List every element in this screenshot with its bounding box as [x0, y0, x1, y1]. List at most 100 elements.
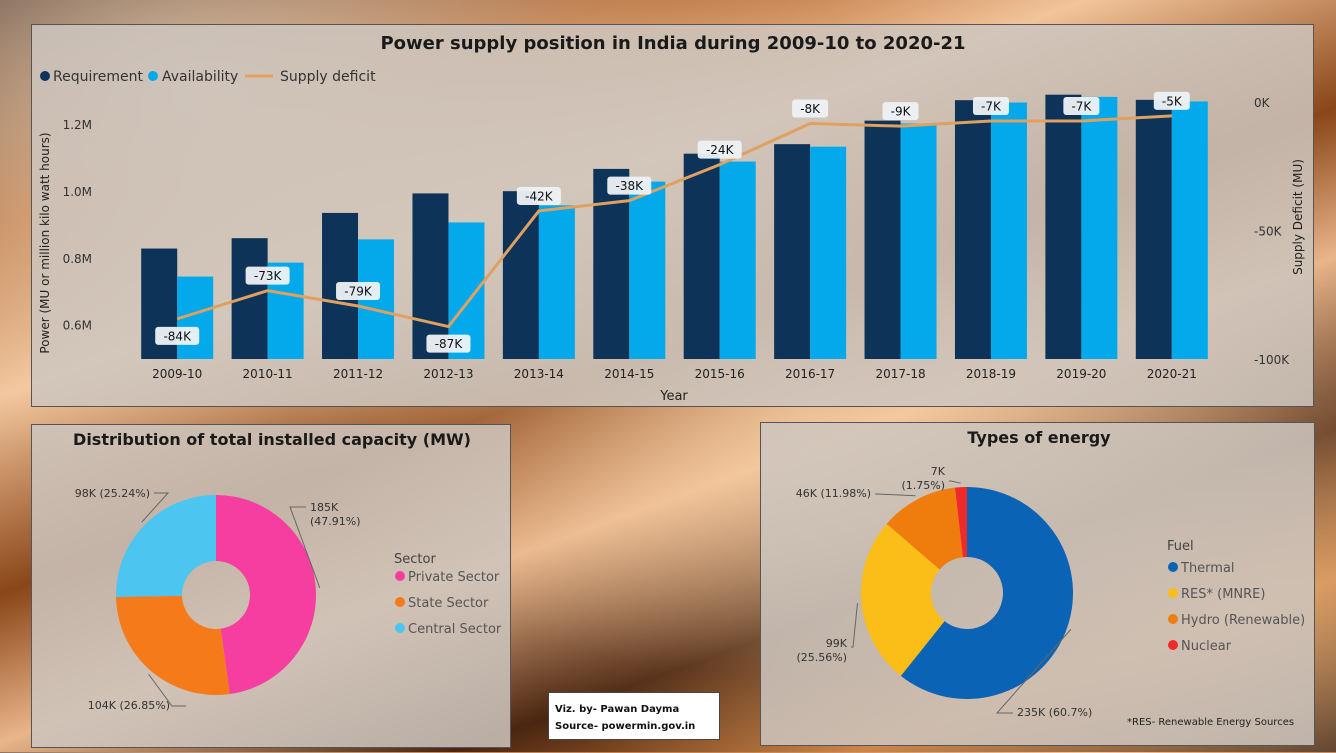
energy-types-panel: Types of energy 235K (60.7%) Thermal 99K (2… [760, 422, 1315, 746]
deficit-label-box [882, 102, 919, 121]
donut-slice [216, 495, 317, 695]
legend-requirement-marker [40, 71, 50, 81]
slice-percent-label: (1.75%) [901, 479, 945, 492]
deficit-data-label: -42K [525, 189, 554, 203]
deficit-label-box [516, 186, 561, 205]
credit-source: Source- powermin.gov.in [555, 721, 696, 732]
requirement-bar [412, 193, 449, 359]
legend-requirement-label: Requirement [53, 69, 144, 85]
x-axis-title: Year [659, 389, 688, 404]
credit-box: Viz. by- Pawan Dayma Source- powermin.go… [548, 692, 720, 740]
availability-bar [810, 146, 847, 359]
deficit-data-label: -24K [706, 143, 735, 157]
energy-legend-title: Fuel [1167, 539, 1194, 554]
requirement-bar [683, 153, 720, 359]
availability-bar [538, 205, 575, 359]
installed-capacity-donut: Distribution of total installed capacity… [73, 430, 502, 712]
supply-deficit-line [176, 114, 1172, 329]
x-tick-label: 2013-14 [514, 367, 564, 381]
x-tick-label: 2012-13 [423, 367, 473, 381]
x-tick-label: 2009-10 [152, 367, 202, 381]
y-tick-label: 0.8M [63, 252, 92, 266]
deficit-label-box [1153, 91, 1190, 110]
legend-label: Private Sector [408, 570, 500, 585]
donut-slice [861, 523, 945, 676]
legend-deficit-label: Supply deficit [280, 69, 376, 85]
deficit-label-box [245, 266, 290, 285]
slice-leader-line [148, 673, 186, 707]
requirement-bar [864, 120, 901, 359]
slice-leader-line [995, 629, 1072, 714]
legend-availability-label: Availability [162, 69, 238, 85]
y2-axis-title: Supply Deficit (MU) [1291, 159, 1305, 275]
availability-bar [1171, 101, 1208, 359]
donut-slice [954, 487, 967, 558]
deficit-data-label: -87K [435, 337, 464, 351]
x-tick-label: 2017-18 [875, 367, 925, 381]
y2-tick-label: -50K [1254, 225, 1283, 239]
legend-marker [395, 623, 405, 633]
deficit-label-box [426, 334, 471, 353]
requirement-bar [774, 144, 811, 359]
legend-label: Thermal [1180, 561, 1235, 576]
legend-label: State Sector [408, 596, 489, 611]
legend-marker [395, 571, 405, 581]
y-tick-label: 1.0M [63, 185, 92, 199]
deficit-data-label: -73K [254, 269, 283, 283]
slice-leader-line [949, 480, 961, 484]
deficit-label-box [792, 99, 829, 118]
installed-capacity-panel: Distribution of total installed capacity… [31, 424, 511, 748]
power-supply-chart-panel: Power supply position in India during 20… [31, 24, 1314, 407]
deficit-data-label: -8K [800, 102, 821, 116]
deficit-data-label: -79K [344, 285, 373, 299]
availability-bar [629, 181, 666, 359]
y-axis-title: Power (MU or million kilo watt hours) [38, 132, 52, 353]
deficit-data-label: -38K [616, 179, 645, 193]
legend-marker [1168, 640, 1178, 650]
x-tick-label: 2016-17 [785, 367, 835, 381]
chart-title: Power supply position in India during 20… [380, 33, 965, 54]
energy-chart-title: Types of energy [967, 428, 1111, 447]
deficit-label-box [607, 176, 652, 195]
slice-data-label: 185K [310, 501, 339, 514]
requirement-bar [1045, 94, 1082, 360]
slice-leader-line [851, 603, 858, 648]
requirement-bar [593, 168, 630, 359]
deficit-label-box [336, 282, 381, 301]
legend-availability-marker [148, 71, 158, 81]
slice-data-label: 46K (11.98%) [796, 487, 871, 500]
chart-legend: Requirement Availability Supply deficit [40, 69, 376, 85]
slice-leader-line [875, 493, 916, 497]
availability-bar [719, 161, 756, 359]
deficit-label-box [155, 326, 200, 345]
legend-label: Central Sector [408, 622, 502, 637]
slice-data-label: 7K [931, 465, 946, 478]
slice-data-label: 235K (60.7%) [1017, 706, 1092, 719]
capacity-chart-title: Distribution of total installed capacity… [73, 430, 471, 449]
x-tick-label: 2019-20 [1056, 367, 1106, 381]
deficit-data-label: -9K [891, 105, 912, 119]
power-supply-chart: Power supply position in India during 20… [38, 33, 1305, 404]
legend-label: Hydro (Renewable) [1181, 613, 1305, 628]
deficit-label-box [972, 96, 1009, 115]
donut-slice [886, 487, 963, 570]
requirement-bar [231, 238, 268, 359]
requirement-bar [954, 100, 991, 360]
slice-percent-label: (25.56%) [796, 651, 847, 664]
x-tick-label: 2011-12 [333, 367, 383, 381]
y2-tick-label: 0K [1254, 96, 1271, 110]
deficit-label-box [1063, 96, 1100, 115]
x-tick-label: 2010-11 [243, 367, 293, 381]
deficit-label-box [697, 140, 742, 159]
x-tick-label: 2015-16 [695, 367, 745, 381]
legend-label: RES* (MNRE) [1181, 587, 1265, 602]
deficit-data-label: -7K [981, 99, 1002, 113]
legend-marker [1168, 588, 1178, 598]
availability-bar [900, 123, 937, 359]
legend-marker [1168, 562, 1178, 572]
availability-bar [1081, 96, 1118, 359]
y2-tick-label: -100K [1254, 353, 1290, 367]
capacity-legend-title: Sector [394, 552, 436, 567]
energy-footnote: *RES- Renewable Energy Sources [1127, 717, 1294, 728]
deficit-data-label: -7K [1071, 99, 1092, 113]
